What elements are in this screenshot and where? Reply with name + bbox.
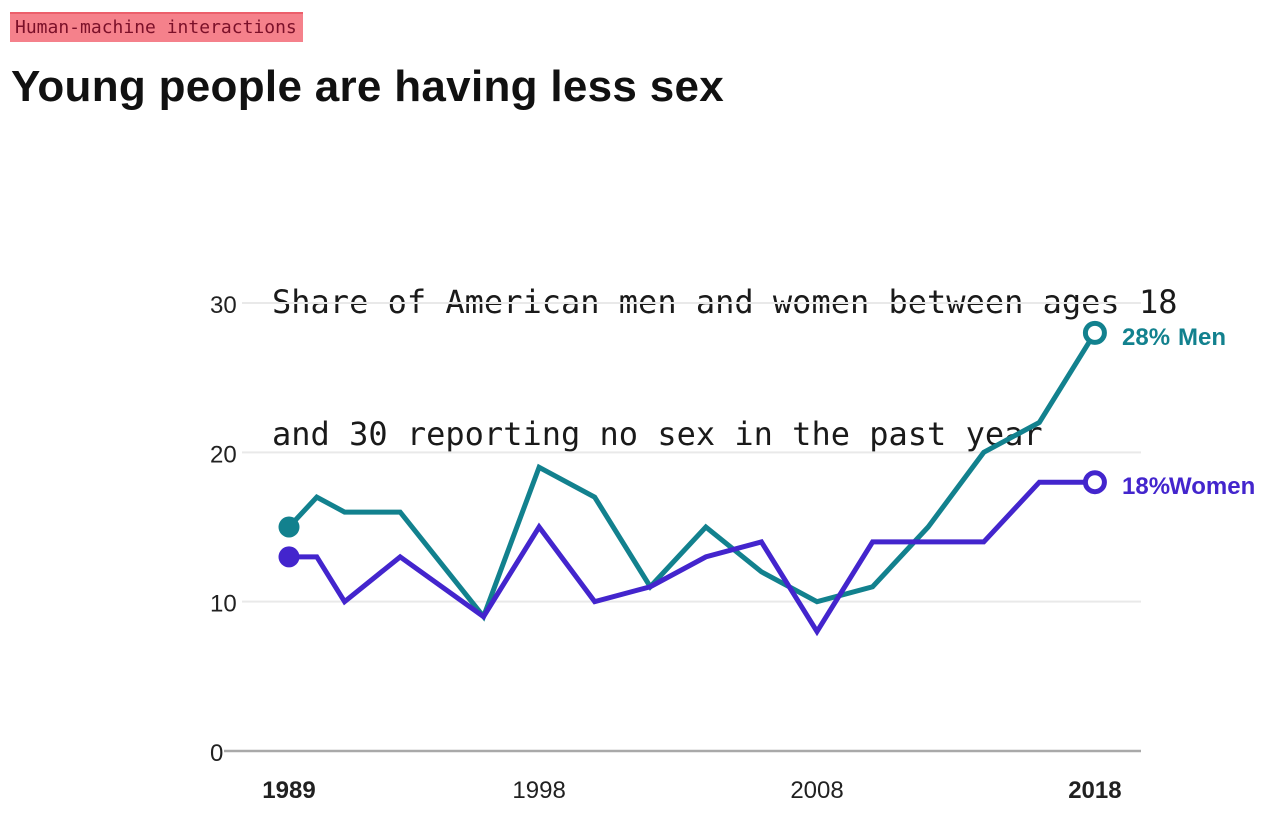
category-tag: Human-machine interactions [10,12,303,42]
y-tick-label: 0 [210,740,223,767]
series-start-dot-women [278,546,300,568]
series-end-marker-women [1082,470,1107,495]
series-end-marker-men [1082,320,1107,345]
series-line-men [287,331,1098,622]
x-tick-label: 2008 [790,777,843,804]
series-end-label-men: 28% Men [1122,324,1226,351]
series-line-women [289,479,1095,637]
x-tick-label: 1998 [512,777,565,804]
y-tick-label: 10 [210,591,237,618]
chart-subtitle: Share of American men and women between … [272,192,1177,544]
chart-subtitle-line-1: Share of American men and women between … [272,283,1178,321]
x-tick-label: 1989 [262,777,315,804]
x-tick-label: 2018 [1068,777,1121,804]
chart-subtitle-line-2: and 30 reporting no sex in the past year [272,415,1043,453]
y-tick-label: 30 [210,292,237,319]
y-tick-label: 20 [210,441,237,468]
series-end-label-women: 18%Women [1122,473,1255,500]
page-title: Young people are having less sex [11,62,725,111]
series-start-dot-men [278,516,300,538]
